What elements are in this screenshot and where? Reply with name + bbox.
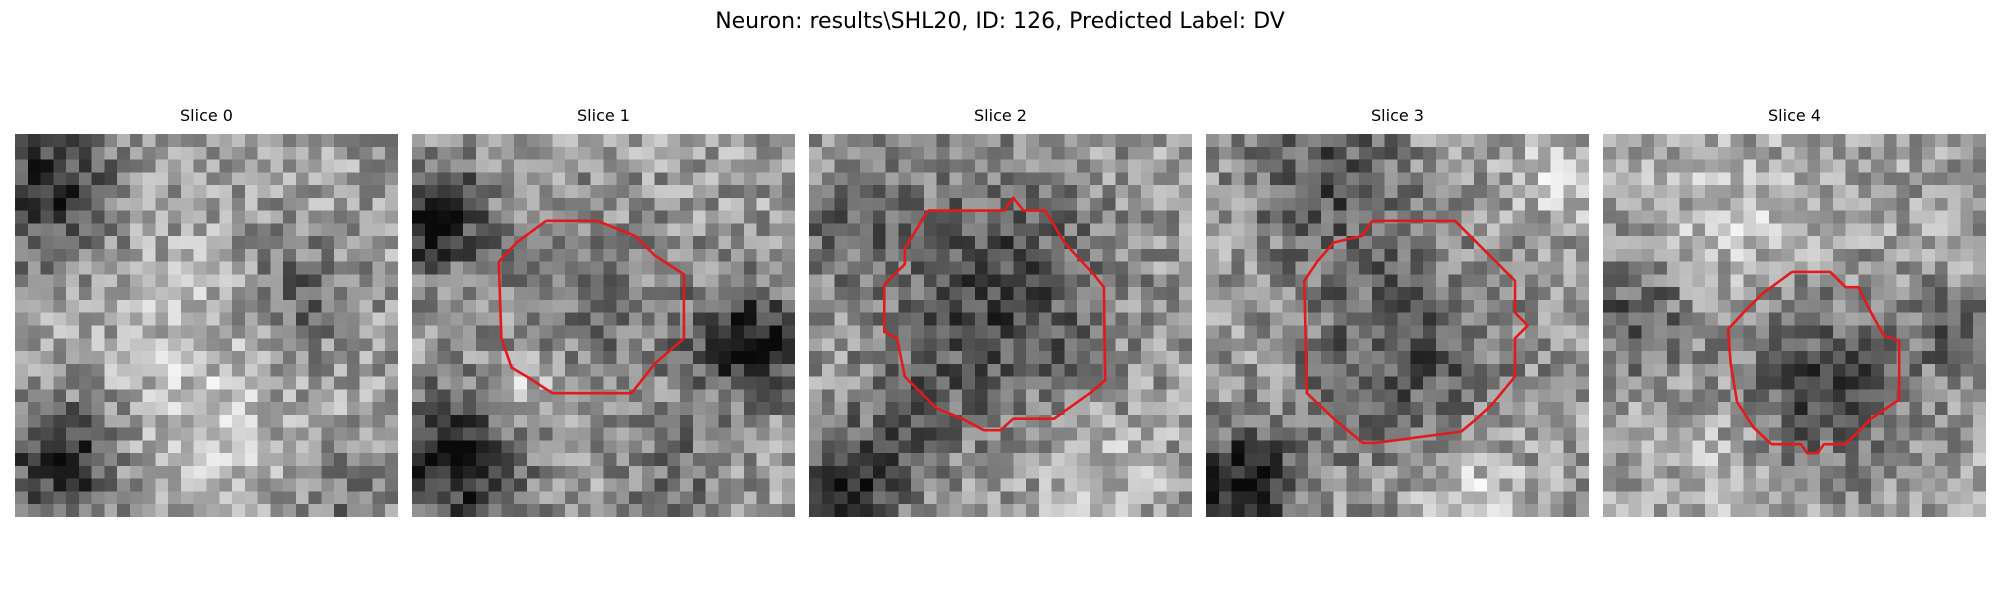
neuron-contour <box>1726 270 1901 455</box>
slice-image-3 <box>1206 134 1589 517</box>
slice-title-3: Slice 3 <box>1371 106 1424 125</box>
slice-image-2 <box>809 134 1192 517</box>
pixel-grid <box>1603 134 1986 517</box>
slice-title-4: Slice 4 <box>1768 106 1821 125</box>
slice-panel-1: Slice 1 <box>412 104 795 517</box>
pixel-grid <box>412 134 795 517</box>
slice-image-0 <box>15 134 398 517</box>
pixel-grid <box>15 134 398 517</box>
slice-title-1: Slice 1 <box>577 106 630 125</box>
slice-panel-3: Slice 3 <box>1206 104 1589 517</box>
slice-image-4 <box>1603 134 1986 517</box>
neuron-contour <box>883 196 1107 432</box>
pixel-grid <box>809 134 1192 517</box>
neuron-contour <box>497 219 686 395</box>
slice-panel-2: Slice 2 <box>809 104 1192 517</box>
slice-title-2: Slice 2 <box>974 106 1027 125</box>
neuron-contour <box>1303 219 1530 445</box>
slice-title-0: Slice 0 <box>180 106 233 125</box>
slice-image-1 <box>412 134 795 517</box>
pixel-grid <box>1206 134 1589 517</box>
figure-title: Neuron: results\SHL20, ID: 126, Predicte… <box>715 9 1285 34</box>
slice-panel-0: Slice 0 <box>15 104 398 517</box>
slice-panel-4: Slice 4 <box>1603 104 1986 517</box>
